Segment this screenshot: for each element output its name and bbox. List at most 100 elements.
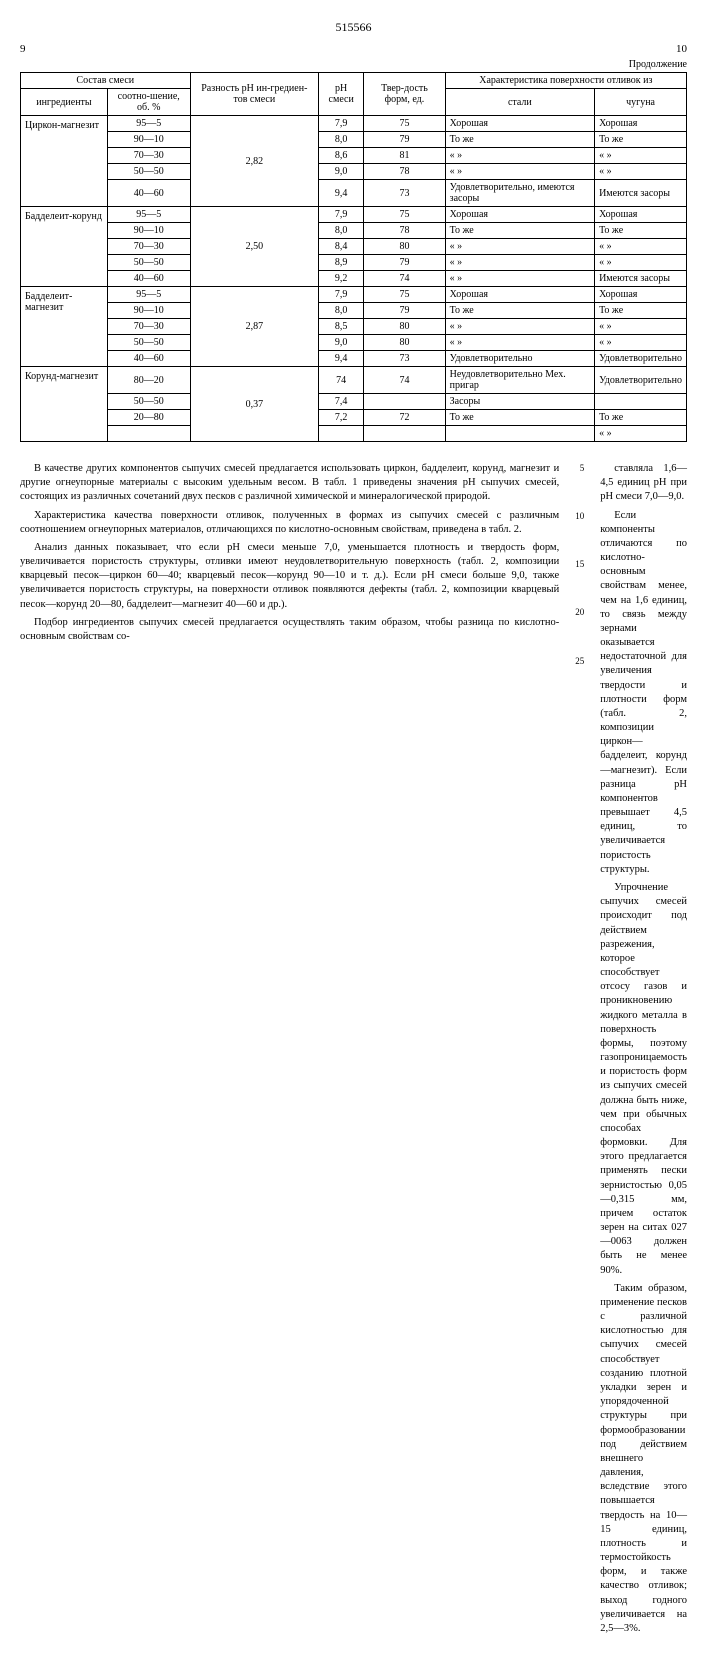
th-steel: стали (445, 89, 594, 116)
line-number: 15 (575, 558, 584, 570)
cell-iron: « » (595, 239, 687, 255)
table-row: Корунд-магнезит80—200,377474Неудовлетвор… (21, 367, 687, 394)
cell-iron: Хорошая (595, 207, 687, 223)
line-number: 25 (575, 655, 584, 667)
cell-ph: 7,9 (319, 287, 364, 303)
cell-iron: « » (595, 426, 687, 442)
cell-ph: 8,5 (319, 319, 364, 335)
cell-ph: 8,9 (319, 255, 364, 271)
cell-phdiff: 2,87 (190, 287, 319, 367)
cell-hard: 72 (364, 410, 445, 426)
cell-ratio: 95—5 (107, 207, 190, 223)
line-number: 10 (575, 510, 584, 522)
table-row: 70—308,681« »« » (21, 148, 687, 164)
right-column: ставляла 1,6—4,5 единиц pH при pH смеси … (600, 462, 687, 1640)
cell-ratio: 40—60 (107, 351, 190, 367)
ingredient-name: Бадделеит-магнезит (21, 287, 108, 367)
table-row: 20—807,272То жеТо же (21, 410, 687, 426)
th-surface: Характеристика поверхности отливок из (445, 73, 686, 89)
cell-ph: 7,9 (319, 116, 364, 132)
cell-iron: То же (595, 410, 687, 426)
page-right: 10 (676, 43, 687, 55)
cell-ratio: 95—5 (107, 287, 190, 303)
cell-steel: Хорошая (445, 207, 594, 223)
left-column: В качестве других компонентов сыпучих см… (20, 462, 559, 1640)
cell-hard: 75 (364, 287, 445, 303)
cell-ratio: 40—60 (107, 180, 190, 207)
th-phdiff: Разность pH ин-гредиен-тов смеси (190, 73, 319, 116)
paragraph: Характеристика качества поверхности отли… (20, 509, 559, 537)
cell-ph: 7,9 (319, 207, 364, 223)
table-row: 40—609,274« »Имеются засоры (21, 271, 687, 287)
cell-ratio: 50—50 (107, 394, 190, 410)
cell-hard: 73 (364, 351, 445, 367)
table-row: 40—609,473УдовлетворительноУдовлетворите… (21, 351, 687, 367)
cell-hard: 79 (364, 255, 445, 271)
cell-iron: То же (595, 223, 687, 239)
table-row: 70—308,580« »« » (21, 319, 687, 335)
table-row: 50—509,078« »« » (21, 164, 687, 180)
cell-hard (364, 426, 445, 442)
cell-ph: 7,4 (319, 394, 364, 410)
cell-ph: 8,0 (319, 223, 364, 239)
cell-steel: « » (445, 239, 594, 255)
table-row: 40—60 9,473Удовлетворительно, имеются зас… (21, 180, 687, 207)
ingredient-name: Корунд-магнезит (21, 367, 108, 442)
th-iron: чугуна (595, 89, 687, 116)
cell-iron: « » (595, 335, 687, 351)
cell-ratio: 90—10 (107, 223, 190, 239)
cell-iron: « » (595, 148, 687, 164)
cell-iron: То же (595, 132, 687, 148)
cell-ph: 9,0 (319, 335, 364, 351)
cell-hard (364, 394, 445, 410)
cell-hard: 74 (364, 367, 445, 394)
table-row: Бадделеит-корунд95—52,507,975ХорошаяХоро… (21, 207, 687, 223)
paragraph: В качестве других компонентов сыпучих см… (20, 462, 559, 505)
cell-ph: 9,2 (319, 271, 364, 287)
cell-ph: 7,2 (319, 410, 364, 426)
cell-iron: Хорошая (595, 287, 687, 303)
cell-hard: 80 (364, 239, 445, 255)
cell-iron (595, 394, 687, 410)
cell-ratio: 70—30 (107, 239, 190, 255)
th-ingredients: ингредиенты (21, 89, 108, 116)
cell-ratio: 20—80 (107, 410, 190, 426)
cell-steel: То же (445, 132, 594, 148)
cell-hard: 80 (364, 319, 445, 335)
cell-steel: То же (445, 410, 594, 426)
page-left: 9 (20, 43, 26, 55)
cell-ph: 9,4 (319, 180, 364, 207)
cell-steel: « » (445, 319, 594, 335)
page-numbers: 9 10 (20, 43, 687, 55)
cell-ph: 8,4 (319, 239, 364, 255)
table-row: Циркон-магнезит95—52,827,975ХорошаяХорош… (21, 116, 687, 132)
cell-iron: « » (595, 164, 687, 180)
cell-hard: 75 (364, 207, 445, 223)
cell-hard: 73 (364, 180, 445, 207)
cell-steel (445, 426, 594, 442)
cell-ratio: 50—50 (107, 164, 190, 180)
cell-iron: Имеются засоры (595, 271, 687, 287)
cell-ph: 74 (319, 367, 364, 394)
cell-ratio: 50—50 (107, 335, 190, 351)
cell-ratio: 50—50 (107, 255, 190, 271)
cell-steel: То же (445, 303, 594, 319)
cell-steel: Удовлетворительно, имеются засоры (445, 180, 594, 207)
table-row: 50—507,4Засоры (21, 394, 687, 410)
table-row: 90—108,079То жеТо же (21, 132, 687, 148)
cell-hard: 74 (364, 271, 445, 287)
cell-ratio: 80—20 (107, 367, 190, 394)
line-numbers: 510152025 (575, 462, 584, 1640)
paragraph: Подбор ингредиентов сыпучих смесей предл… (20, 616, 559, 644)
cell-ratio: 95—5 (107, 116, 190, 132)
table-row: 50—508,979« »« » (21, 255, 687, 271)
cell-steel: « » (445, 164, 594, 180)
table-row: 90—108,078То жеТо же (21, 223, 687, 239)
ingredient-name: Циркон-магнезит (21, 116, 108, 207)
table-row: 50—509,080« »« » (21, 335, 687, 351)
cell-phdiff: 2,82 (190, 116, 319, 207)
cell-ratio: 40—60 (107, 271, 190, 287)
cell-hard: 81 (364, 148, 445, 164)
cell-steel: « » (445, 255, 594, 271)
th-hardness: Твер-дость форм, ед. (364, 73, 445, 116)
